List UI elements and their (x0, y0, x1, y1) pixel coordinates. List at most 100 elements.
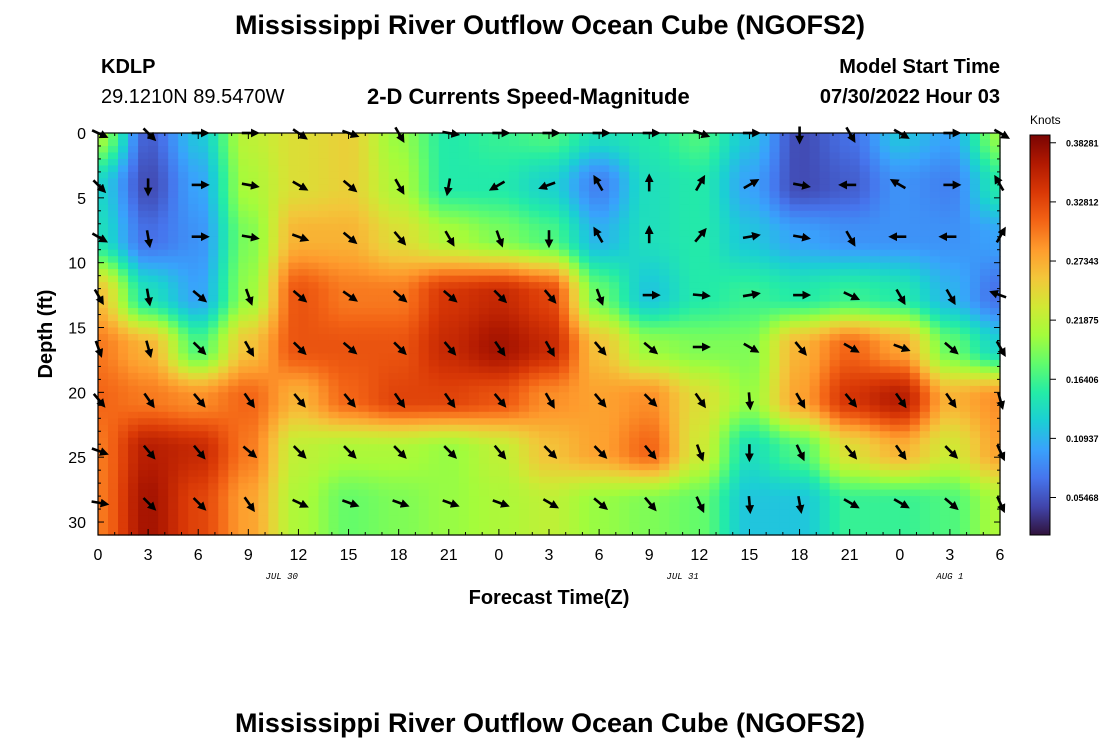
heatmap-cell (128, 450, 139, 458)
heatmap-cell (488, 191, 500, 199)
heatmap-cell (989, 256, 1001, 264)
heatmap-cell (709, 431, 720, 439)
heatmap-cell (929, 262, 941, 270)
heatmap-cell (388, 470, 400, 478)
heatmap-cell (538, 327, 550, 335)
heatmap-cell (919, 158, 931, 167)
heatmap-cell (108, 411, 119, 419)
heatmap-cell (559, 262, 570, 270)
heatmap-cell (669, 133, 680, 141)
heatmap-cell (388, 418, 400, 426)
heatmap-cell (989, 152, 1001, 160)
heatmap-cell (769, 470, 781, 478)
heatmap-cell (719, 301, 730, 309)
heatmap-cell (118, 405, 129, 413)
heatmap-cell (178, 210, 189, 218)
heatmap-cell (448, 314, 460, 322)
heatmap-cell (639, 204, 650, 212)
heatmap-cell (248, 217, 259, 225)
heatmap-cell (148, 418, 159, 426)
heatmap-cell (779, 152, 791, 160)
heatmap-cell (528, 483, 540, 491)
heatmap-cell (128, 282, 139, 290)
heatmap-cell (378, 236, 390, 244)
heatmap-cell (188, 483, 199, 491)
heatmap-cell (338, 145, 350, 154)
heatmap-cell (468, 411, 480, 419)
heatmap-cell (508, 262, 520, 270)
heatmap-cell (398, 230, 410, 238)
heatmap-cell (438, 217, 450, 225)
heatmap-cell (759, 184, 771, 192)
heatmap-cell (719, 457, 730, 465)
heatmap-cell (989, 334, 1001, 342)
heatmap-cell (198, 249, 209, 257)
heatmap-cell (458, 431, 470, 439)
heatmap-cell (799, 424, 811, 432)
heatmap-cell (719, 340, 730, 348)
heatmap-cell (929, 249, 941, 257)
heatmap-cell (779, 463, 791, 471)
heatmap-cell (238, 489, 249, 497)
heatmap-cell (629, 411, 640, 419)
heatmap-cell (609, 249, 620, 257)
heatmap-cell (719, 314, 730, 322)
heatmap-cell (228, 178, 239, 186)
heatmap-cell (528, 133, 540, 141)
heatmap-cell (388, 236, 400, 244)
heatmap-cell (258, 269, 269, 277)
heatmap-cell (629, 171, 640, 179)
heatmap-cell (599, 372, 610, 380)
heatmap-cell (298, 256, 310, 264)
heatmap-cell (118, 366, 129, 374)
heatmap-cell (258, 256, 269, 264)
heatmap-cell (278, 379, 290, 387)
heatmap-cell (869, 340, 881, 348)
heatmap-cell (629, 483, 640, 491)
heatmap-cell (899, 366, 911, 374)
heatmap-cell (869, 483, 881, 491)
heatmap-cell (338, 424, 350, 432)
heatmap-cell (118, 392, 129, 400)
heatmap-cell (809, 165, 821, 173)
heatmap-cell (478, 217, 490, 225)
heatmap-cell (258, 184, 269, 192)
heatmap-cell (168, 204, 179, 212)
heatmap-cell (689, 145, 700, 154)
heatmap-cell (448, 230, 460, 238)
heatmap-cell (528, 282, 540, 290)
heatmap-cell (919, 321, 931, 329)
heatmap-cell (168, 424, 179, 432)
heatmap-cell (779, 450, 791, 458)
heatmap-cell (358, 411, 370, 419)
heatmap-cell (208, 204, 219, 212)
heatmap-cell (298, 158, 310, 167)
heatmap-cell (428, 295, 440, 303)
heatmap-cell (869, 223, 881, 231)
heatmap-cell (148, 275, 159, 283)
heatmap-cell (679, 282, 690, 290)
heatmap-cell (338, 314, 350, 322)
heatmap-cell (729, 450, 741, 458)
heatmap-cell (819, 197, 831, 205)
heatmap-cell (498, 353, 510, 361)
heatmap-cell (468, 457, 480, 465)
heatmap-cell (288, 139, 300, 147)
heatmap-cell (949, 476, 961, 484)
heatmap-cell (158, 444, 169, 452)
heatmap-cell (478, 385, 490, 393)
heatmap-cell (709, 139, 720, 147)
heatmap-cell (338, 217, 350, 225)
heatmap-cell (909, 385, 921, 393)
heatmap-cell (268, 204, 279, 212)
heatmap-cell (589, 158, 600, 167)
heatmap-cell (919, 230, 931, 238)
heatmap-cell (468, 489, 480, 497)
heatmap-cell (348, 359, 360, 368)
heatmap-cell (639, 405, 650, 413)
heatmap-cell (809, 470, 821, 478)
heatmap-cell (98, 463, 109, 471)
heatmap-cell (308, 450, 320, 458)
heatmap-cell (579, 133, 590, 141)
heatmap-cell (569, 398, 580, 406)
